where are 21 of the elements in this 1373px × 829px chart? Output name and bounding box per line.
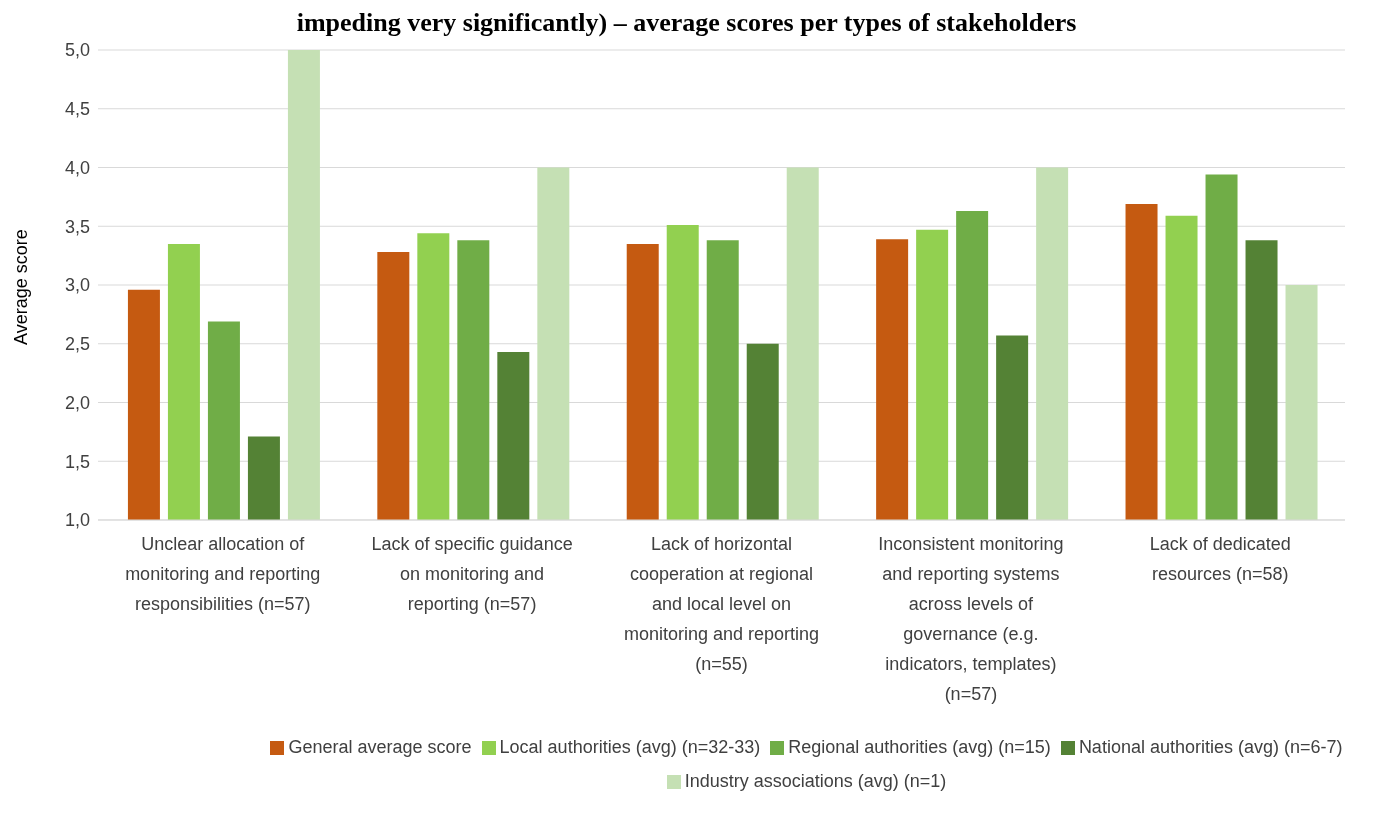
y-tick-label: 2,5 (64, 334, 90, 355)
x-tick-label: Unclear allocation of monitoring and reporting responsibilities (n=57) (125, 534, 321, 614)
legend-label: General average score (288, 737, 472, 757)
y-axis-title: Average score (11, 229, 32, 345)
y-tick-label: 3,0 (64, 275, 90, 296)
y-tick-label: 3,5 (64, 216, 90, 237)
legend-label: Industry associations (avg) (n=1) (684, 771, 947, 791)
x-tick-label: Lack of dedicated resources (n=58) (1149, 534, 1291, 584)
y-tick-label: 4,5 (64, 99, 90, 120)
legend-label: National authorities (avg) (n=6-7) (1078, 737, 1343, 757)
y-tick-label: 1,0 (64, 510, 90, 531)
x-tick-label: Inconsistent monitoring and reporting systems across levels of governance (e.g. indicators, templates) (n=57) (878, 534, 1064, 704)
x-tick-label: Lack of horizontal cooperation at regional and local level on monitoring and reporting (n=55) (623, 534, 820, 674)
y-tick-label: 5,0 (64, 40, 90, 61)
y-tick-label: 1,5 (64, 451, 90, 472)
legend-label: Regional authorities (avg) (n=15) (788, 737, 1051, 757)
legend-label: Local authorities (avg) (n=32-33) (499, 737, 761, 757)
y-tick-label: 2,0 (64, 392, 90, 413)
chart-title: impeding very significantly) – average scores per types of stakeholders (295, 8, 1078, 38)
x-tick-label: Lack of specific guidance on monitoring and reporting (n=57) (371, 534, 573, 614)
y-tick-label: 4,0 (64, 157, 90, 178)
